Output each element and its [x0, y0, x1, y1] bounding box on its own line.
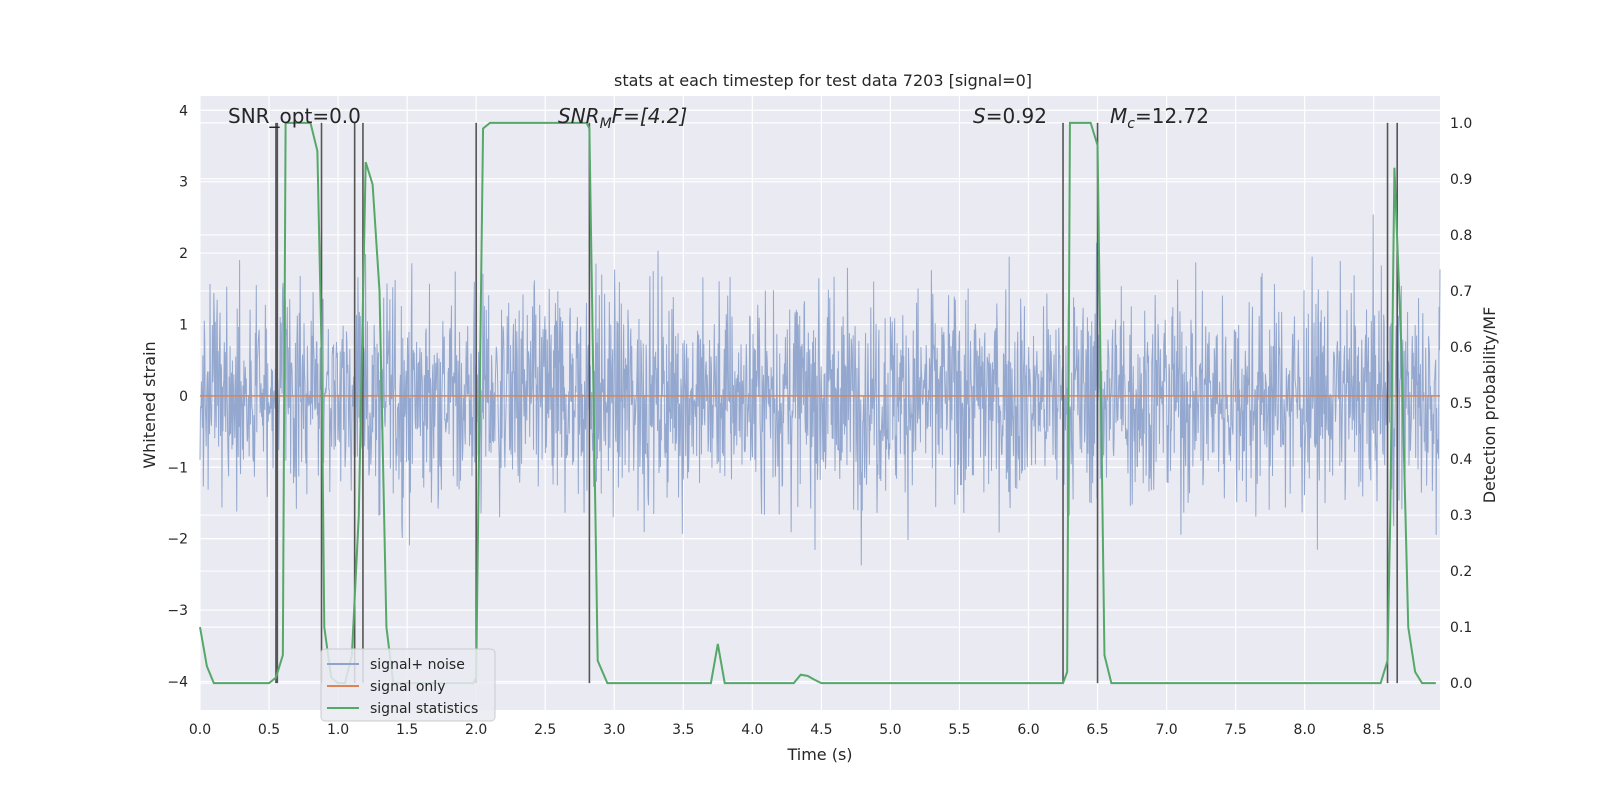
chart-title: stats at each timestep for test data 720…: [614, 71, 1032, 90]
y2-tick-label: 0.0: [1450, 676, 1472, 692]
legend-label-signal-only: signal only: [370, 679, 445, 695]
annotation-s: S=0.92: [973, 104, 1047, 128]
y2-tick-label: 0.1: [1450, 620, 1472, 636]
y2-tick-label: 1.0: [1450, 116, 1472, 132]
x-tick-label: 0.5: [258, 722, 280, 738]
legend-label-noise: signal+ noise: [370, 657, 465, 673]
x-tick-label: 7.0: [1155, 722, 1177, 738]
annotation-snr-opt: SNR_opt=0.0: [228, 104, 361, 128]
y-tick-label: 3: [179, 175, 188, 191]
x-tick-label: 8.0: [1294, 722, 1316, 738]
y2-tick-labels: 1.0 0.9 0.8 0.7 0.6 0.5 0.4 0.3 0.2 0.1 0.0: [1450, 116, 1472, 692]
y-tick-label: −1: [167, 460, 188, 476]
x-tick-label: 3.0: [603, 722, 625, 738]
y-tick-label: 4: [179, 103, 188, 119]
y-tick-label: 1: [179, 317, 188, 333]
snr-mf-sub: M: [600, 116, 612, 132]
y2-tick-label: 0.2: [1450, 564, 1472, 580]
mc-sub: c: [1127, 116, 1135, 132]
y2-axis-label: Detection probability/MF: [1480, 307, 1499, 504]
s-rest: =0.92: [986, 104, 1047, 128]
x-tick-label: 1.0: [327, 722, 349, 738]
mc-rest: =12.72: [1135, 104, 1209, 128]
x-tick-label: 5.5: [948, 722, 970, 738]
legend-label-signal-statistics: signal statistics: [370, 701, 478, 717]
y2-tick-label: 0.8: [1450, 228, 1472, 244]
noise-trace: [199, 214, 1441, 566]
x-tick-label: 6.0: [1017, 722, 1039, 738]
s-italic: S: [973, 104, 986, 128]
y2-tick-label: 0.7: [1450, 284, 1472, 300]
x-tick-label: 3.5: [672, 722, 694, 738]
snr-mf-rest: F=[4.2]: [612, 104, 688, 128]
y-tick-label: 2: [179, 246, 188, 262]
noise-series: [199, 214, 1441, 566]
x-tick-label: 0.0: [189, 722, 211, 738]
y-tick-label: −4: [167, 674, 188, 690]
y2-tick-label: 0.3: [1450, 508, 1472, 524]
x-tick-label: 4.5: [810, 722, 832, 738]
y2-tick-label: 0.6: [1450, 340, 1472, 356]
annotation-mc: Mc=12.72: [1110, 104, 1209, 132]
x-tick-label: 2.0: [465, 722, 487, 738]
y2-tick-label: 0.9: [1450, 172, 1472, 188]
x-axis-label: Time (s): [786, 745, 852, 764]
y-tick-label: 0: [179, 389, 188, 405]
y-tick-label: −2: [167, 532, 188, 548]
x-tick-label: 4.0: [741, 722, 763, 738]
y-axis-label: Whitened strain: [140, 341, 159, 468]
y2-tick-label: 0.5: [1450, 396, 1472, 412]
y2-tick-label: 0.4: [1450, 452, 1472, 468]
x-tick-label: 6.5: [1086, 722, 1108, 738]
y-tick-labels: 4 3 2 1 0 −1 −2 −3 −4: [167, 103, 188, 690]
legend: signal+ noise signal only signal statist…: [320, 648, 496, 722]
x-tick-labels: 0.0 0.5 1.0 1.5 2.0 2.5 3.0 3.5 4.0 4.5 5.0 5.5 6.0 6…: [189, 722, 1385, 738]
x-tick-label: 2.5: [534, 722, 556, 738]
x-tick-label: 8.5: [1363, 722, 1385, 738]
x-tick-label: 1.5: [396, 722, 418, 738]
x-tick-label: 7.5: [1225, 722, 1247, 738]
legend-box: [320, 648, 496, 722]
annotation-snr-mf: SNRMF=[4.2]: [558, 104, 687, 132]
snr-mf-base: SNR: [558, 104, 600, 128]
x-tick-label: 5.0: [879, 722, 901, 738]
mc-base: M: [1110, 104, 1127, 128]
y-tick-label: −3: [167, 603, 188, 619]
